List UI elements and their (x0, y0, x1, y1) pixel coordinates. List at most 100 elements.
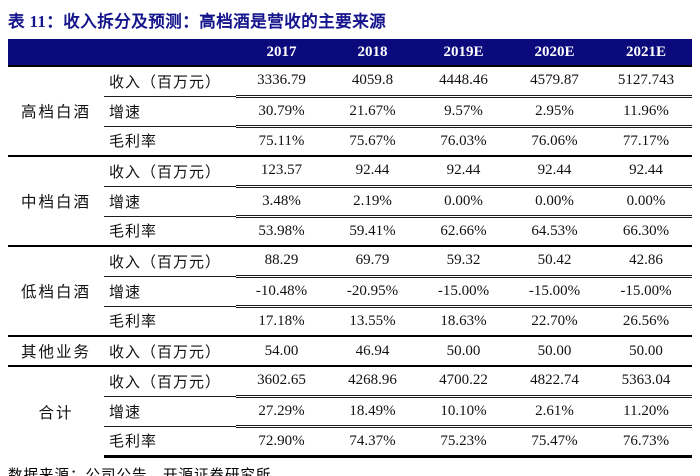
cell-value: 4448.46 (418, 65, 509, 96)
cell-value: 92.44 (600, 155, 692, 186)
table-row: 增速 27.29% 18.49% 10.10% 2.61% 11.20% (8, 394, 692, 426)
cell-value: 75.23% (418, 424, 509, 458)
cell-value: 0.00% (600, 184, 692, 216)
table-row: 中档白酒 收入（百万元） 123.57 92.44 92.44 92.44 92… (8, 155, 692, 246)
cell-value: 5127.743 (600, 65, 692, 96)
cell-value: 2.61% (509, 394, 600, 426)
cell-value: -15.00% (600, 274, 692, 306)
cell-value: 30.79% (236, 94, 327, 126)
cell-value: 76.06% (509, 124, 600, 156)
group-label-other-business: 其他业务 (8, 335, 104, 366)
metric-label: 收入（百万元） (104, 65, 236, 96)
table-row: 高档白酒 收入（百万元） 3336.79 4059.8 4448.46 4579… (8, 65, 692, 156)
table-row: 毛利率 53.98% 59.41% 62.66% 64.53% 66.30% (8, 214, 692, 246)
cell-value: 77.17% (600, 124, 692, 156)
group-label-high-end: 高档白酒 (8, 65, 104, 156)
metric-label: 收入（百万元） (104, 155, 236, 186)
column-header-2017: 2017 (236, 39, 327, 66)
table-row: 增速 30.79% 21.67% 9.57% 2.95% 11.96% (8, 94, 692, 126)
metric-label: 收入（百万元） (104, 335, 236, 366)
cell-value: 69.79 (327, 245, 418, 276)
metric-label: 毛利率 (104, 125, 236, 156)
cell-value: 0.00% (418, 184, 509, 216)
cell-value: 46.94 (327, 335, 418, 366)
cell-value: 75.67% (327, 124, 418, 156)
metric-label: 收入（百万元） (104, 365, 236, 396)
cell-value: 75.11% (236, 124, 327, 156)
cell-value: 4059.8 (327, 65, 418, 96)
table-row: 其他业务 收入（百万元） 54.00 46.94 50.00 50.00 50.… (8, 335, 692, 366)
cell-value: 123.57 (236, 155, 327, 186)
cell-value: 10.10% (418, 394, 509, 426)
cell-value: 13.55% (327, 304, 418, 336)
cell-value: -20.95% (327, 274, 418, 306)
column-header-2019e: 2019E (418, 39, 509, 66)
cell-value: 59.32 (418, 245, 509, 276)
cell-value: 59.41% (327, 214, 418, 246)
cell-value: 9.57% (418, 94, 509, 126)
cell-value: 2.19% (327, 184, 418, 216)
metric-label: 收入（百万元） (104, 245, 236, 276)
cell-value: 92.44 (509, 155, 600, 186)
cell-value: 18.49% (327, 394, 418, 426)
cell-value: 62.66% (418, 214, 509, 246)
header-spacer (8, 39, 236, 66)
metric-label: 毛利率 (104, 215, 236, 246)
metric-label: 毛利率 (104, 425, 236, 458)
cell-value: 21.67% (327, 94, 418, 126)
cell-value: 0.00% (509, 184, 600, 216)
revenue-forecast-table: 2017 2018 2019E 2020E 2021E 高档白酒 收入（百万元）… (8, 39, 692, 458)
cell-value: 66.30% (600, 214, 692, 246)
cell-value: 22.70% (509, 304, 600, 336)
cell-value: -15.00% (418, 274, 509, 306)
cell-value: 11.96% (600, 94, 692, 126)
data-source-note: 数据来源：公司公告、开源证券研究所 (8, 467, 272, 476)
table-row: 增速 3.48% 2.19% 0.00% 0.00% 0.00% (8, 184, 692, 216)
table-row: 毛利率 72.90% 74.37% 75.23% 75.47% 76.73% (8, 424, 692, 458)
cell-value: 92.44 (327, 155, 418, 186)
cell-value: 75.47% (509, 424, 600, 458)
cell-value: 2.95% (509, 94, 600, 126)
cell-value: 50.00 (509, 335, 600, 366)
cell-value: 4822.74 (509, 365, 600, 396)
cell-value: 54.00 (236, 335, 327, 366)
metric-label: 增速 (104, 185, 236, 216)
metric-label: 增速 (104, 275, 236, 306)
metric-label: 增速 (104, 95, 236, 126)
cell-value: 92.44 (418, 155, 509, 186)
cell-value: 3.48% (236, 184, 327, 216)
table-row: 合计 收入（百万元） 3602.65 4268.96 4700.22 4822.… (8, 365, 692, 456)
cell-value: 18.63% (418, 304, 509, 336)
cell-value: 26.56% (600, 304, 692, 336)
cell-value: 17.18% (236, 304, 327, 336)
metric-label: 毛利率 (104, 305, 236, 336)
cell-value: 76.73% (600, 424, 692, 458)
table-row: 毛利率 75.11% 75.67% 76.03% 76.06% 77.17% (8, 124, 692, 156)
table-title: 表 11：收入拆分及预测：高档酒是营收的主要来源 (8, 12, 387, 31)
table-row: 低档白酒 收入（百万元） 88.29 69.79 59.32 50.42 42.… (8, 245, 692, 336)
cell-value: 72.90% (236, 424, 327, 458)
cell-value: 3602.65 (236, 365, 327, 396)
column-header-2021e: 2021E (600, 39, 692, 66)
cell-value: 4268.96 (327, 365, 418, 396)
cell-value: 74.37% (327, 424, 418, 458)
cell-value: 4700.22 (418, 365, 509, 396)
group-label-mid-range: 中档白酒 (8, 155, 104, 246)
table-header-row: 2017 2018 2019E 2020E 2021E (8, 39, 692, 66)
cell-value: 64.53% (509, 214, 600, 246)
cell-value: 88.29 (236, 245, 327, 276)
cell-value: 27.29% (236, 394, 327, 426)
cell-value: 50.00 (418, 335, 509, 366)
cell-value: 50.42 (509, 245, 600, 276)
cell-value: 42.86 (600, 245, 692, 276)
column-header-2018: 2018 (327, 39, 418, 66)
table-row: 增速 -10.48% -20.95% -15.00% -15.00% -15.0… (8, 274, 692, 306)
cell-value: -15.00% (509, 274, 600, 306)
cell-value: 4579.87 (509, 65, 600, 96)
column-header-2020e: 2020E (509, 39, 600, 66)
cell-value: -10.48% (236, 274, 327, 306)
cell-value: 5363.04 (600, 365, 692, 396)
group-label-total: 合计 (8, 365, 104, 456)
cell-value: 76.03% (418, 124, 509, 156)
